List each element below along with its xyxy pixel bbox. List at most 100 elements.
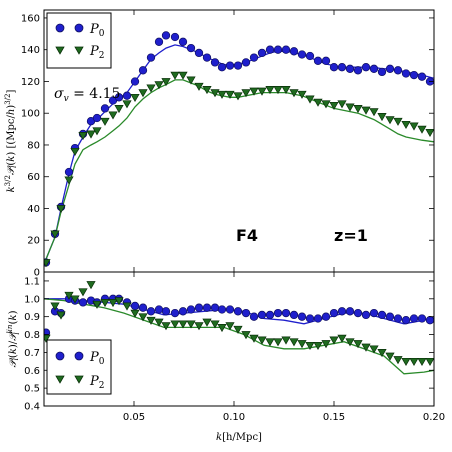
bottom-p2-point [353, 340, 363, 349]
bottom-p2-point [78, 288, 88, 297]
top-p2-point [161, 78, 171, 87]
top-ytick-label: 120 [21, 77, 40, 88]
top-p0-point [337, 63, 347, 72]
bottom-p2-point [345, 338, 355, 347]
model-annotation: F4 [236, 226, 258, 245]
bottom-p0-point [417, 314, 427, 323]
bottom-p0-point [297, 312, 307, 321]
top-p0-point [178, 37, 188, 46]
bottom-p2-point [337, 334, 347, 343]
top-p0-point [345, 64, 355, 73]
top-legend: P0 P2 [46, 12, 112, 69]
top-p0-point [393, 66, 403, 75]
top-p2-point [337, 100, 347, 109]
bottom-p0-point [78, 298, 88, 307]
bottom-p2-point [281, 336, 291, 345]
bottom-p2-point [225, 322, 235, 331]
bottom-xtick-label: 0.10 [223, 412, 245, 423]
bottom-p0-point [377, 310, 387, 320]
bottom-p2-point [401, 357, 411, 367]
bottom-ytick-label: 0.8 [24, 330, 40, 341]
top-p0-point [377, 67, 387, 77]
top-p2-point [202, 86, 212, 95]
bottom-p2-point [108, 299, 118, 308]
bottom-xlabel: k[h/Mpc] [216, 432, 262, 443]
bottom-p2-point [369, 345, 379, 354]
bottom-ylabel: 𝒫l(k)/𝒫linl(k) [6, 310, 21, 367]
bottom-ytick-label: 0.7 [24, 348, 40, 359]
top-p2-point [178, 71, 188, 80]
bottom-ytick-label: 0.9 [24, 312, 40, 323]
top-p0-point [297, 50, 307, 59]
bottom-p2-point [265, 338, 275, 347]
top-p2-point [281, 86, 291, 95]
bottom-p2-point [210, 320, 220, 329]
top-p2-point [122, 100, 132, 109]
top-p2-point [56, 205, 66, 214]
bottom-p0-point [401, 316, 411, 325]
legend-p2-marker [55, 46, 65, 55]
bottom-p0-point [233, 307, 243, 316]
bottom-p2-point [385, 352, 395, 361]
bottom-p2-point [202, 318, 212, 327]
top-p2-point [233, 92, 243, 101]
bottom-p2-point [321, 340, 331, 349]
bottom-p0-point [313, 314, 323, 323]
bottom-p2-point [233, 325, 243, 334]
top-p2-point [186, 76, 196, 85]
top-p2-point [50, 230, 60, 239]
top-p0-point [122, 91, 132, 100]
top-p2-point [86, 130, 96, 139]
bottom-p0-point [241, 308, 251, 318]
bottom-p0-point [138, 303, 148, 312]
top-p2-point [329, 101, 339, 111]
top-p0-point [100, 104, 110, 113]
bottom-p0-point [210, 303, 220, 312]
bottom-p0-point [345, 307, 355, 316]
bottom-legend: P0 P2 [46, 339, 112, 395]
top-p_2-model-line [44, 79, 434, 265]
bottom-p2-point [361, 343, 371, 352]
legend-p2-marker [74, 375, 84, 384]
bottom-p0-point [361, 310, 371, 320]
top-p0-point [138, 66, 148, 75]
top-p2-point [249, 87, 259, 96]
bottom-p2-point [313, 341, 323, 351]
bottom-p0-point [186, 305, 196, 314]
top-ytick-label: 80 [27, 140, 40, 151]
bottom-legend-box [46, 339, 112, 395]
bottom-p2-point [154, 318, 164, 327]
top-p0-point [92, 113, 102, 123]
bottom-p2-point [393, 356, 403, 365]
bottom-p0-point [385, 312, 395, 321]
bottom-p0-point [257, 310, 267, 320]
legend-p2-label: P2 [89, 44, 104, 61]
top-p2-point [313, 98, 323, 107]
bottom-p0-point [217, 305, 227, 314]
top-p2-point [289, 89, 299, 98]
top-p2-point [417, 125, 427, 134]
top-p0-point [353, 66, 363, 75]
bottom-p0-point [353, 308, 363, 318]
top-p2-point [305, 95, 315, 104]
bottom-p2-point [44, 334, 51, 343]
top-p2-point [170, 71, 180, 80]
bottom-ytick-label: 0.4 [24, 402, 40, 413]
legend-p2-label: P2 [89, 374, 104, 391]
legend-p0-marker [55, 351, 65, 361]
top-p2-point [377, 113, 387, 122]
bottom-ytick-label: 0.6 [24, 366, 40, 377]
top-p0-point [273, 45, 283, 54]
bottom-p0-point [225, 305, 235, 314]
top-p0-point [369, 64, 379, 73]
top-ytick-label: 140 [21, 45, 40, 56]
top-p0-point [202, 53, 212, 62]
bottom-p0-point [425, 316, 434, 325]
bottom-p0-point [161, 307, 171, 316]
top-p2-point [321, 100, 331, 109]
top-p2-point [210, 89, 220, 98]
legend-p2-marker [74, 46, 84, 55]
bottom-p2-point [186, 320, 196, 329]
bottom-p0-point [170, 308, 180, 318]
